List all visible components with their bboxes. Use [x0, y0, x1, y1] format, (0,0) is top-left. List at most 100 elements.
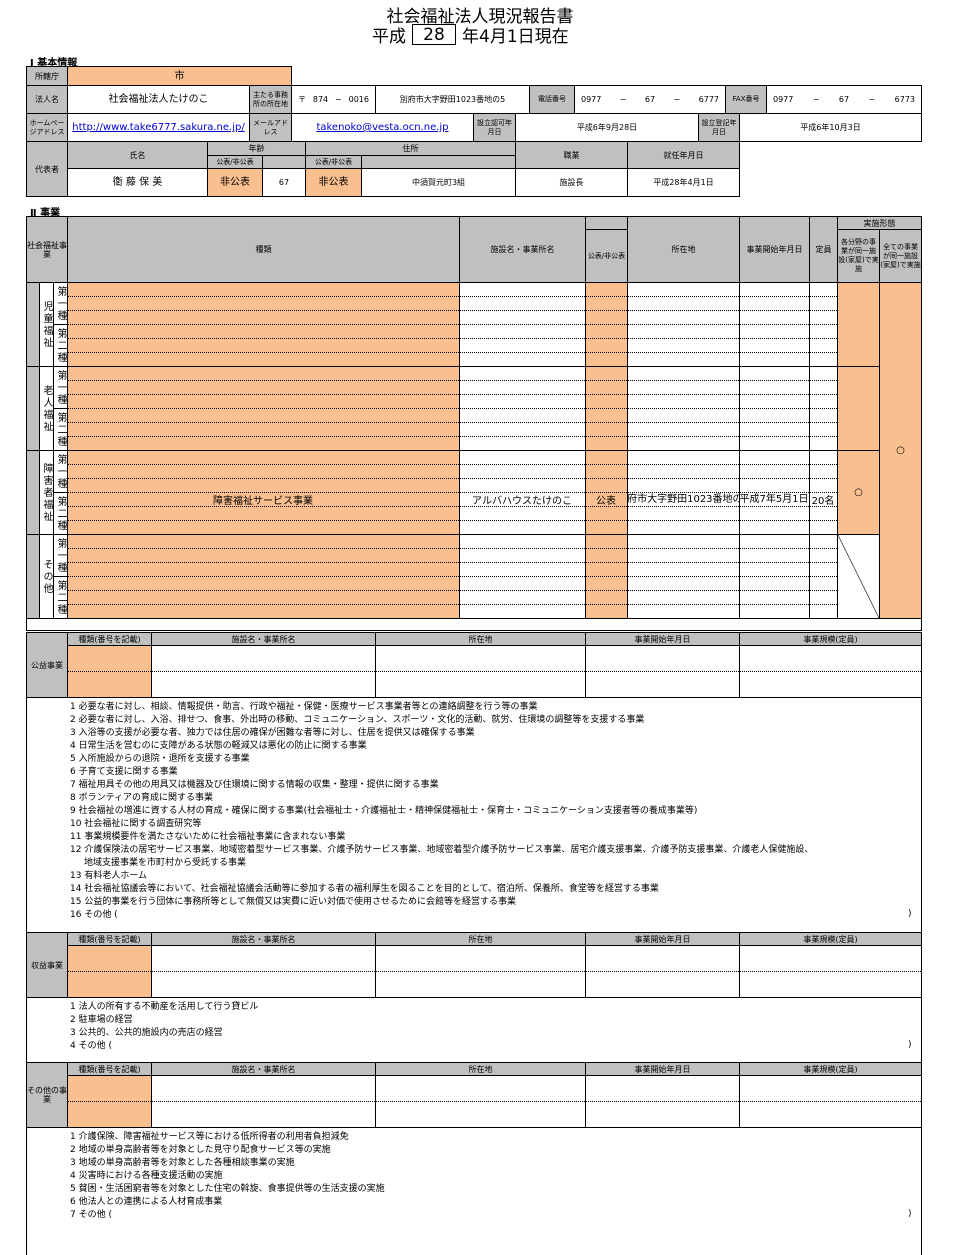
list-item: 3 公共的、公共的施設内の売店の経営: [70, 1028, 223, 1038]
dotted-divider: [67, 408, 837, 409]
corp-name-field[interactable]: 社会福祉法人たけのこ: [67, 85, 250, 114]
list-item: 3 入浴等の支援が必要な者、独力では住居の確保が困難な者等に対し、住居を提供又は…: [70, 728, 475, 738]
list-item: 4 日常生活を営むのに支障がある状態の軽減又は悪化の防止に関する事業: [70, 741, 367, 751]
category-label: 児童福祉: [39, 282, 54, 367]
postal-first: 874: [312, 95, 329, 104]
phone-mid: 67: [644, 95, 656, 104]
block-header: 所在地: [375, 1062, 586, 1076]
block-header: 施設名・事業所名: [151, 1062, 376, 1076]
entry-location[interactable]: 別府市大字野田1023番地の5: [627, 493, 739, 505]
list-item: 10 社会福祉に関する調査研究等: [70, 819, 202, 829]
block-header: 事業開始年月日: [585, 632, 740, 646]
category-margin: [26, 534, 40, 619]
label-approval-date: 設立認可年月日: [473, 113, 516, 142]
form-a-cell[interactable]: [837, 366, 880, 451]
entry-public[interactable]: 公表: [596, 495, 616, 507]
header-facility: 施設名・事業所名: [459, 216, 586, 283]
list-item: 14 社会福祉協議会等において、社会福祉協議会活動等に参加する者の福利厚生を図る…: [70, 884, 659, 894]
approval-date-field[interactable]: 平成6年9月28日: [515, 113, 699, 142]
type-first-label: 第一種: [53, 450, 68, 493]
block-header: 種類(番号を記載): [67, 1062, 152, 1076]
era-label: 平成: [372, 27, 406, 47]
list-item: 8 ボランティアの育成に関する事業: [70, 793, 214, 803]
block-header: 所在地: [375, 932, 586, 946]
list-item: 2 地域の単身高齢者等を対象とした見守り配食サービス等の実施: [70, 1145, 331, 1155]
dotted-divider: [67, 338, 837, 339]
category-margin: [26, 282, 40, 367]
dotted-divider: [67, 671, 921, 672]
dotted-divider: [67, 478, 837, 479]
list-item: 1 法人の所有する不動産を活用して行う貸ビル: [70, 1002, 259, 1012]
address-disclosure-select[interactable]: 非公表: [305, 168, 362, 197]
jurisdiction-field[interactable]: 市: [67, 66, 292, 86]
category-margin: [26, 450, 40, 535]
address-field[interactable]: 別府市大字野田1023番地の5: [375, 85, 530, 114]
label-address-disclosure: 公表/非公表: [305, 155, 362, 169]
dash: −: [868, 95, 876, 104]
entry-start-date[interactable]: 平成7年5月1日: [739, 493, 809, 505]
form-a-cell[interactable]: [837, 282, 880, 367]
entry-type[interactable]: 障害福祉サービス事業: [213, 495, 313, 507]
label-rep-name: 氏名: [67, 141, 208, 169]
list-item: 6 子育て支援に関する事業: [70, 767, 178, 777]
fax-field[interactable]: 0977 − 67 − 6773: [766, 85, 922, 114]
dotted-divider: [67, 352, 837, 353]
phone-area: 0977: [581, 95, 602, 104]
header-type: 種類: [67, 216, 460, 283]
block-label: 収益事業: [26, 932, 68, 998]
block-label: その他の事業: [26, 1062, 68, 1128]
list-item: 1 必要な者に対し、相談、情報提供・助言、行政や福祉・保健・医療サービス事業者等…: [70, 702, 538, 712]
dotted-divider: [67, 590, 837, 591]
block-header: 所在地: [375, 632, 586, 646]
label-rep-address: 住所: [305, 141, 516, 156]
header-form-b: 全ての事業が同一施設(家屋)で実施: [879, 229, 922, 283]
homepage-link[interactable]: http://www.take6777.sakura.ne.jp/: [67, 113, 250, 142]
label-rep-age: 年齢: [207, 141, 306, 156]
list-item: 2 必要な者に対し、入浴、排せつ、食事、外出時の移動、コミュニケーション、スポー…: [70, 715, 645, 725]
category-margin: [26, 366, 40, 451]
phone-field[interactable]: 0977 − 67 − 6777: [574, 85, 726, 114]
entry-capacity[interactable]: 20名: [811, 495, 835, 507]
rep-occupation-field[interactable]: 施設長: [515, 168, 628, 197]
rep-age-field[interactable]: 67: [262, 168, 306, 197]
form-a-mark[interactable]: ○: [837, 450, 880, 535]
rep-appointed-field[interactable]: 平成28年4月1日: [627, 168, 740, 197]
type-second-label: 第二種: [53, 324, 68, 367]
block-header: 事業規模(定員): [739, 632, 922, 646]
list-item: 16 その他 (: [70, 910, 118, 920]
registration-date-field[interactable]: 平成6年10月3日: [739, 113, 922, 142]
label-corp-name: 法人名: [26, 85, 68, 114]
form-b-mark[interactable]: ○: [879, 282, 922, 619]
type-first-label: 第一種: [53, 282, 68, 325]
age-disclosure-select[interactable]: 非公表: [207, 168, 263, 197]
postal-mark: 〒: [298, 95, 306, 104]
fax-last: 6773: [894, 95, 915, 104]
email-link[interactable]: takenoko@vesta.ocn.ne.jp: [291, 113, 474, 142]
entry-facility[interactable]: アルバハウスたけのこ: [472, 495, 572, 507]
rep-address-field[interactable]: 中須賀元町3組: [361, 168, 516, 197]
postal-second: 0016: [348, 95, 369, 104]
list-item: 5 入所施設からの退院・退所を支援する事業: [70, 754, 250, 764]
report-date: 平成 28 年4月1日現在: [372, 22, 569, 47]
fax-area: 0977: [773, 95, 794, 104]
list-item: 4 災害時における各種支援活動の実施: [70, 1171, 223, 1181]
block-header: 事業規模(定員): [739, 932, 922, 946]
dotted-divider: [67, 422, 837, 423]
date-suffix: 年4月1日現在: [462, 27, 569, 47]
year-field[interactable]: 28: [412, 24, 456, 45]
public_business-list: 1 必要な者に対し、相談、情報提供・助言、行政や福祉・保健・医療サービス事業者等…: [70, 701, 813, 922]
label-rep-occupation: 職業: [515, 141, 628, 169]
postal-code-field[interactable]: 〒 874−0016: [291, 85, 376, 114]
dotted-divider: [67, 464, 837, 465]
phone-last: 6777: [698, 95, 719, 104]
rep-name-field[interactable]: 衛 藤 保 美: [67, 168, 208, 197]
list-item: 11 事業規模要件を満たさないために社会福祉事業に含まれない事業: [70, 832, 346, 842]
block-header: 種類(番号を記載): [67, 932, 152, 946]
category-label: 老人福祉: [39, 366, 54, 451]
list-item: 6 他法人との連携による人材育成事業: [70, 1197, 223, 1207]
type-second-label: 第二種: [53, 408, 68, 451]
list-item: 15 公益的事業を行う団体に事務所等として無償又は実費に近い対価で使用させるため…: [70, 897, 517, 907]
list-item: 13 有料老人ホーム: [70, 871, 148, 881]
section-basic-title: Ⅰ 基本情報: [30, 58, 78, 69]
